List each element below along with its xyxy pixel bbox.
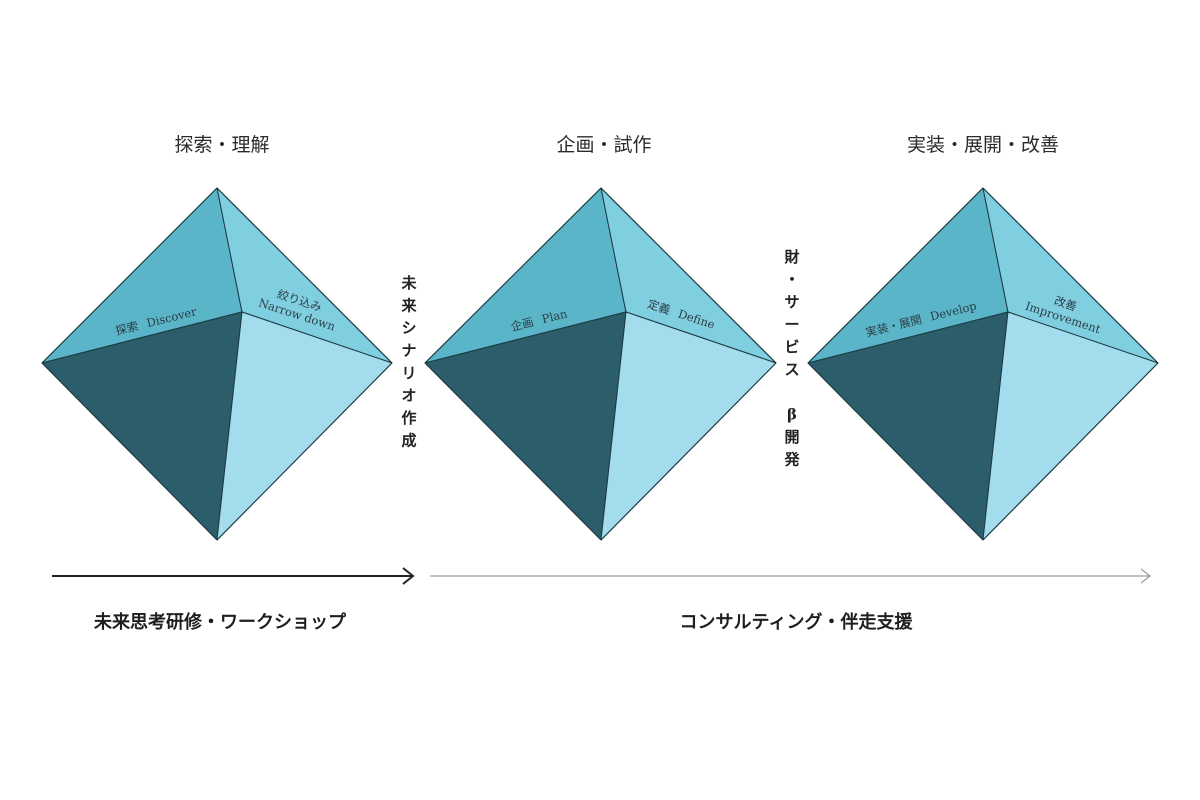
stage-1: 探索・理解 探索 Discover 絞り込み Narrow down <box>41 134 393 541</box>
connector-1-text: 未来シナリオ作成 <box>400 274 417 450</box>
connector-2-glyph: β <box>787 406 797 424</box>
connector-2-glyph: ビ <box>784 338 799 356</box>
stage-2-heading: 企画・試作 <box>556 134 651 156</box>
stage-3: 実装・展開・改善 実装・展開Develop 改善 Improvement <box>807 134 1159 541</box>
arrow-workshop <box>52 567 415 585</box>
stage-2-left-label-jp: 企画 <box>509 315 535 334</box>
connector-2-glyph: ・ <box>784 271 799 289</box>
stage-2-left-label-en: Plan <box>540 306 569 326</box>
stage-2-right-label-jp: 定義 <box>646 297 673 318</box>
footer-label-workshop: 未来思考研修・ワークショップ <box>94 611 347 633</box>
connector-1-glyph: 作 <box>401 409 416 427</box>
connector-2-glyph: ー <box>784 316 799 334</box>
connector-future-scenario: 未来シナリオ作成 <box>400 274 417 450</box>
arrow-workshop-head <box>402 567 415 585</box>
stage-2-outline <box>424 187 777 541</box>
stage-2-left-label: 企画 Plan <box>509 306 569 334</box>
stage-1-heading: 探索・理解 <box>174 134 269 156</box>
stage-1-outline <box>41 187 393 541</box>
stage-1-diamond <box>41 187 393 541</box>
connector-2-text: 財・サービス β 開発 <box>783 248 800 469</box>
footer-label-consulting: コンサルティング・伴走支援 <box>680 611 914 633</box>
stage-2: 企画・試作 企画 Plan 定義 Define <box>424 134 777 541</box>
connector-2-glyph: 財 <box>783 248 799 266</box>
stage-1-left-label-jp: 探索 <box>114 319 140 338</box>
connector-2-glyph <box>789 383 794 401</box>
connector-1-glyph: ナ <box>401 342 416 360</box>
connector-2-glyph: ス <box>784 361 799 379</box>
connector-beta-development: 財・サービス β 開発 <box>783 248 800 469</box>
connector-1-glyph: 来 <box>400 297 417 315</box>
stage-3-outline <box>807 187 1159 541</box>
arrow-consulting-head <box>1140 568 1151 584</box>
connector-1-glyph: オ <box>401 387 416 405</box>
stage-3-heading: 実装・展開・改善 <box>907 134 1059 156</box>
arrow-consulting <box>430 568 1151 584</box>
connector-1-glyph: シ <box>401 319 416 337</box>
connector-1-glyph: リ <box>401 364 416 382</box>
connector-1-glyph: 未 <box>400 274 417 292</box>
connector-2-glyph: 発 <box>783 451 800 469</box>
connector-2-glyph: サ <box>784 293 799 311</box>
connector-1-glyph: 成 <box>401 432 416 450</box>
connector-2-glyph: 開 <box>784 428 799 446</box>
stage-3-right-label-jp: 改善 <box>1052 293 1078 313</box>
stage-3-diamond <box>807 187 1159 541</box>
stage-2-diamond <box>424 187 777 541</box>
